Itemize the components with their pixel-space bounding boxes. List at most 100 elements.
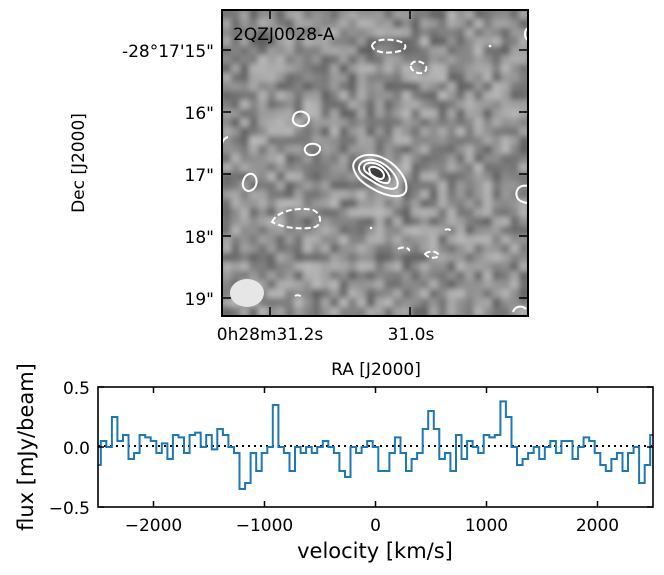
map-pixel <box>330 253 340 263</box>
map-pixel <box>249 46 259 56</box>
map-pixel <box>312 145 322 155</box>
map-pixel <box>285 154 295 164</box>
map-pixel <box>519 226 528 236</box>
map-pixel <box>366 37 376 47</box>
map-pixel <box>294 298 304 308</box>
map-pixel <box>501 280 511 290</box>
map-pixel <box>420 109 430 119</box>
map-pixel <box>357 280 367 290</box>
map-pixel <box>321 145 331 155</box>
map-pixel <box>294 100 304 110</box>
map-pixel <box>474 91 484 101</box>
map-pixel <box>420 163 430 173</box>
map-pixel <box>366 262 376 272</box>
map-pixel <box>501 271 511 281</box>
map-pixel <box>240 73 250 83</box>
map-pixel <box>303 181 313 191</box>
map-pixel <box>465 55 475 65</box>
map-pixel <box>222 271 232 281</box>
map-pixel <box>366 46 376 56</box>
map-pixel <box>510 199 520 209</box>
map-pixel <box>492 46 502 56</box>
map-pixel <box>456 253 466 263</box>
map-pixel <box>492 136 502 146</box>
map-pixel <box>501 19 511 29</box>
map-pixel <box>312 307 322 316</box>
map-pixel <box>249 118 259 128</box>
map-pixel <box>294 235 304 245</box>
map-pixel <box>447 271 457 281</box>
map-pixel <box>411 136 421 146</box>
map-pixel <box>474 280 484 290</box>
map-pixel <box>519 28 528 38</box>
map-pixel <box>285 37 295 47</box>
map-pixel <box>447 190 457 200</box>
map-pixel <box>285 208 295 218</box>
map-pixel <box>510 28 520 38</box>
map-pixel <box>474 118 484 128</box>
map-pixel <box>249 100 259 110</box>
spectrum-series-line <box>98 400 653 490</box>
map-pixel <box>276 271 286 281</box>
map-pixel <box>321 46 331 56</box>
map-pixel <box>465 28 475 38</box>
map-pixel <box>519 136 528 146</box>
map-pixel <box>492 271 502 281</box>
map-pixel <box>474 136 484 146</box>
map-pixel <box>231 190 241 200</box>
map-pixel <box>267 127 277 137</box>
map-pixel <box>483 28 493 38</box>
map-pixel <box>231 145 241 155</box>
map-pixel <box>294 109 304 119</box>
map-pixel <box>519 262 528 272</box>
map-pixel <box>510 235 520 245</box>
map-pixel <box>492 172 502 182</box>
map-pixel <box>231 154 241 164</box>
velocity-axis-title: velocity [km/s] <box>297 539 453 563</box>
map-pixel <box>393 208 403 218</box>
map-pixel <box>411 28 421 38</box>
map-pixel <box>375 235 385 245</box>
map-pixel <box>447 235 457 245</box>
map-pixel <box>402 217 412 227</box>
map-pixel <box>294 10 304 20</box>
map-pixel <box>258 100 268 110</box>
map-pixel <box>483 226 493 236</box>
map-pixel <box>456 37 466 47</box>
map-pixel <box>483 163 493 173</box>
map-pixel <box>312 298 322 308</box>
map-pixel <box>456 28 466 38</box>
map-pixel <box>492 73 502 83</box>
map-pixel <box>474 235 484 245</box>
map-pixel <box>339 199 349 209</box>
map-pixel <box>375 217 385 227</box>
map-pixel <box>447 199 457 209</box>
map-pixel <box>492 163 502 173</box>
map-pixel <box>492 307 502 316</box>
map-pixel <box>447 64 457 74</box>
map-pixel <box>447 244 457 254</box>
map-pixel <box>465 190 475 200</box>
map-pixel <box>483 217 493 227</box>
map-pixel <box>393 19 403 29</box>
map-pixel <box>294 55 304 65</box>
map-pixel <box>393 235 403 245</box>
map-pixel <box>303 163 313 173</box>
map-pixel <box>258 91 268 101</box>
map-pixel <box>348 127 358 137</box>
map-pixel <box>420 217 430 227</box>
map-pixel <box>447 154 457 164</box>
map-pixel <box>447 289 457 299</box>
map-pixel <box>294 289 304 299</box>
map-pixel <box>303 145 313 155</box>
map-pixel <box>447 100 457 110</box>
map-pixel <box>258 163 268 173</box>
map-pixel <box>267 244 277 254</box>
map-pixel <box>231 235 241 245</box>
point-marker <box>488 44 492 48</box>
map-pixel <box>348 181 358 191</box>
map-pixel <box>429 181 439 191</box>
map-pixel <box>267 271 277 281</box>
map-pixel <box>447 91 457 101</box>
map-pixel <box>429 19 439 29</box>
